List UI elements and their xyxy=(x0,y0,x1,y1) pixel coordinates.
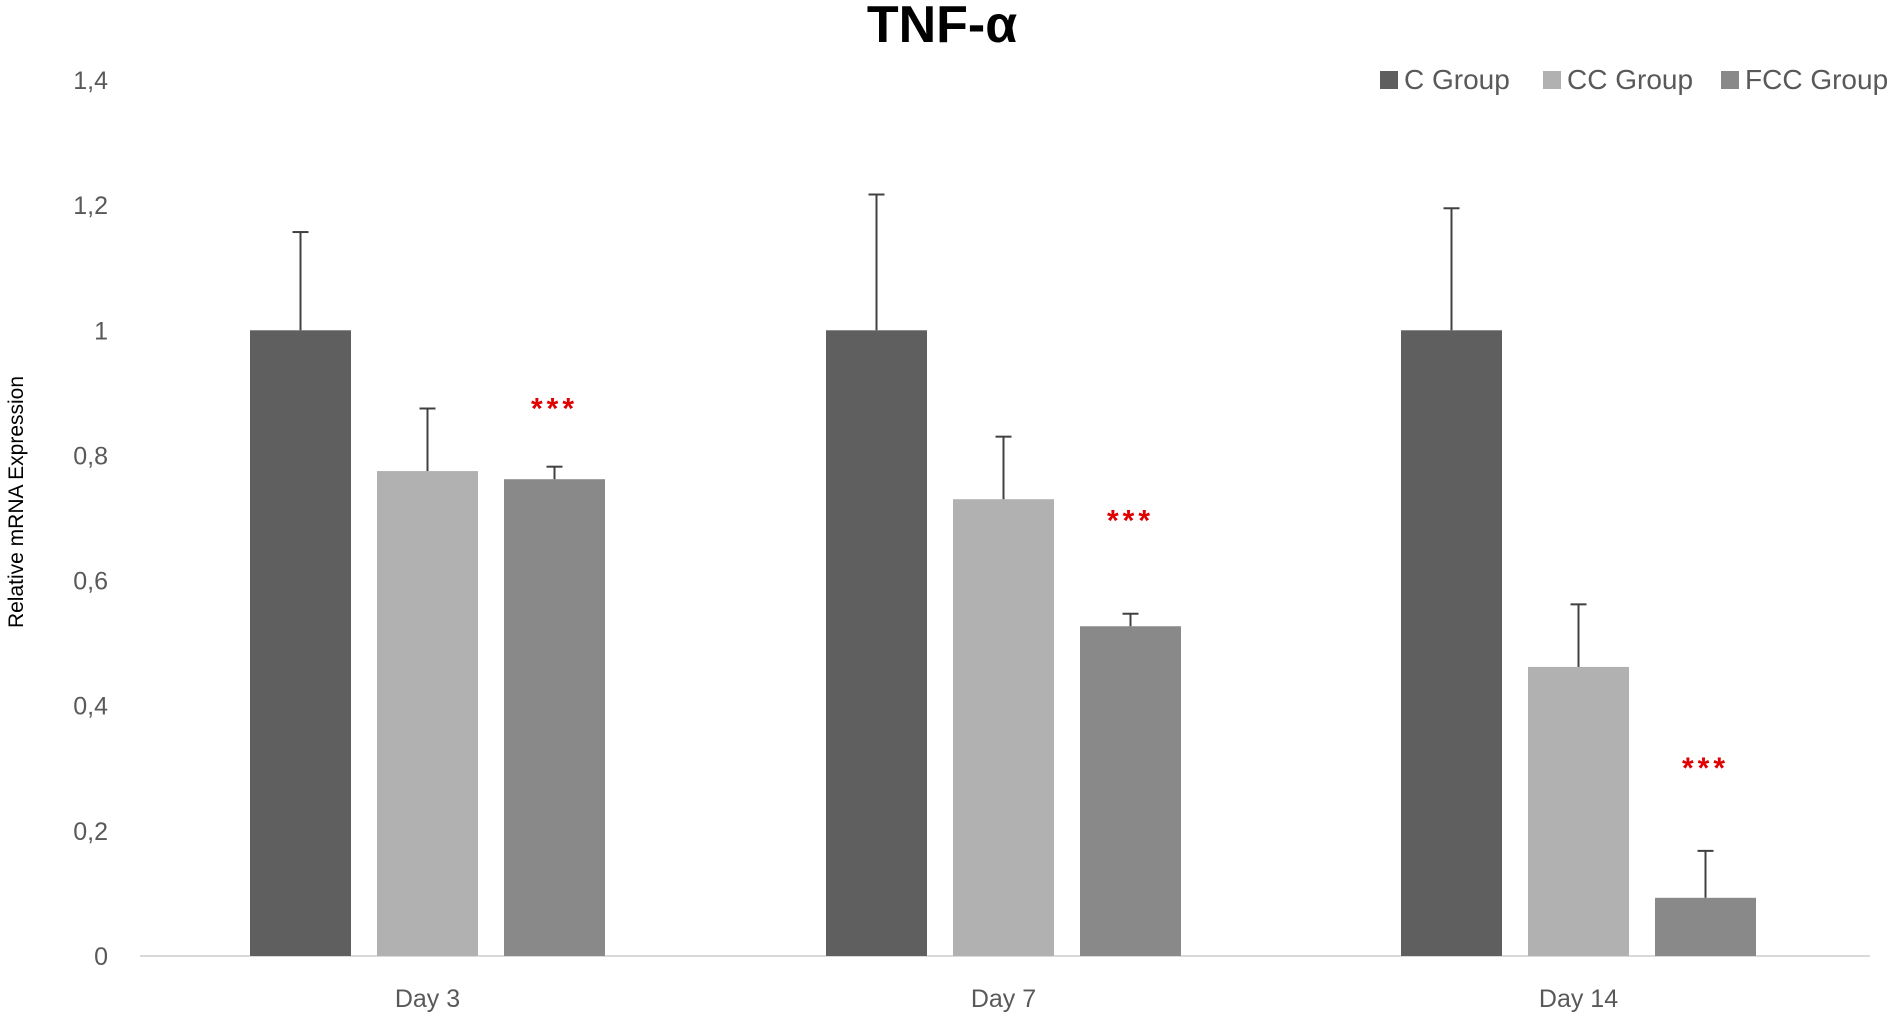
bar-cc-group-day-7 xyxy=(953,499,1054,956)
legend-item: CC Group xyxy=(1543,64,1693,95)
legend-item: FCC Group xyxy=(1721,64,1888,95)
error-bar xyxy=(995,435,1012,500)
y-tick-label: 0,6 xyxy=(73,568,108,596)
x-tick-label: Day 3 xyxy=(395,985,460,1013)
legend-label: FCC Group xyxy=(1745,64,1888,95)
significance-marker: *** xyxy=(1107,505,1154,538)
y-tick-label: 1,2 xyxy=(73,192,108,220)
error-bar xyxy=(1570,603,1587,667)
bar-c-group-day-3 xyxy=(250,330,351,956)
y-axis-title: Relative mRNA Expression xyxy=(5,376,28,628)
legend-swatch xyxy=(1721,71,1739,89)
significance-annotations: *** *** *** xyxy=(531,393,1729,785)
chart-title: TNF-α xyxy=(867,0,1017,54)
legend-label: CC Group xyxy=(1567,64,1693,95)
error-bar xyxy=(419,407,436,472)
significance-marker: *** xyxy=(531,393,578,426)
y-tick-label: 1 xyxy=(94,317,108,345)
bar-cc-group-day-14 xyxy=(1528,666,1629,956)
bar-fcc-group-day-3 xyxy=(504,479,605,956)
y-tick-label: 0,2 xyxy=(73,818,108,846)
legend-label: C Group xyxy=(1404,64,1510,95)
x-tick-label: Day 7 xyxy=(971,985,1036,1013)
y-tick-label: 0,4 xyxy=(73,693,108,721)
error-bar xyxy=(292,231,309,331)
error-bar xyxy=(1697,849,1714,898)
error-bars xyxy=(292,193,1714,898)
error-bar xyxy=(546,465,563,480)
y-tick-label: 0,8 xyxy=(73,442,108,470)
legend: C Group CC Group FCC Group xyxy=(1380,64,1888,95)
error-bar xyxy=(868,193,885,331)
error-bar xyxy=(1443,207,1460,331)
y-axis-ticks: 0 0,2 0,4 0,6 0,8 1 1,2 1,4 xyxy=(73,67,108,971)
legend-swatch xyxy=(1543,71,1561,89)
x-tick-label: Day 14 xyxy=(1539,985,1618,1013)
y-tick-label: 0 xyxy=(94,943,108,971)
legend-swatch xyxy=(1380,71,1398,89)
y-tick-label: 1,4 xyxy=(73,67,108,95)
bar-c-group-day-14 xyxy=(1401,330,1502,956)
significance-marker: *** xyxy=(1682,752,1729,785)
bars xyxy=(250,330,1756,956)
x-axis-ticks: Day 3 Day 7 Day 14 xyxy=(395,985,1618,1013)
error-bar xyxy=(1122,612,1139,627)
bar-cc-group-day-3 xyxy=(377,471,478,956)
bar-fcc-group-day-14 xyxy=(1655,897,1756,956)
legend-item: C Group xyxy=(1380,64,1510,95)
bar-c-group-day-7 xyxy=(826,330,927,956)
bar-fcc-group-day-7 xyxy=(1080,626,1181,956)
